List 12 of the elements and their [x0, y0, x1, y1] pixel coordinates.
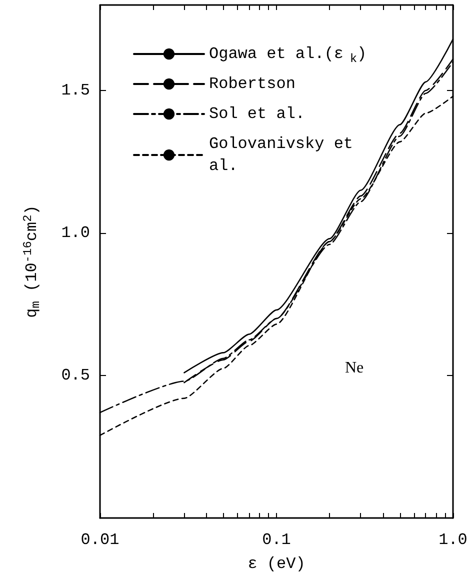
x-tick-label: 1.0: [438, 531, 468, 549]
y-tick-label: 0.5: [61, 366, 90, 384]
y-tick-label: 1.5: [61, 82, 90, 100]
x-tick-label: 0.1: [262, 531, 291, 549]
x-tick-label: 0.01: [80, 531, 120, 549]
x-axis-title: ε (eV): [248, 555, 306, 573]
legend-label: Robertson: [209, 75, 296, 93]
y-axis-title: qm (10-16cm2): [21, 205, 43, 318]
annotation: Ne: [345, 360, 364, 376]
legend-label: Golovanivsky et al.: [209, 135, 363, 175]
legend-label: Sol et al.: [209, 105, 306, 123]
y-tick-label: 1.0: [61, 224, 90, 242]
